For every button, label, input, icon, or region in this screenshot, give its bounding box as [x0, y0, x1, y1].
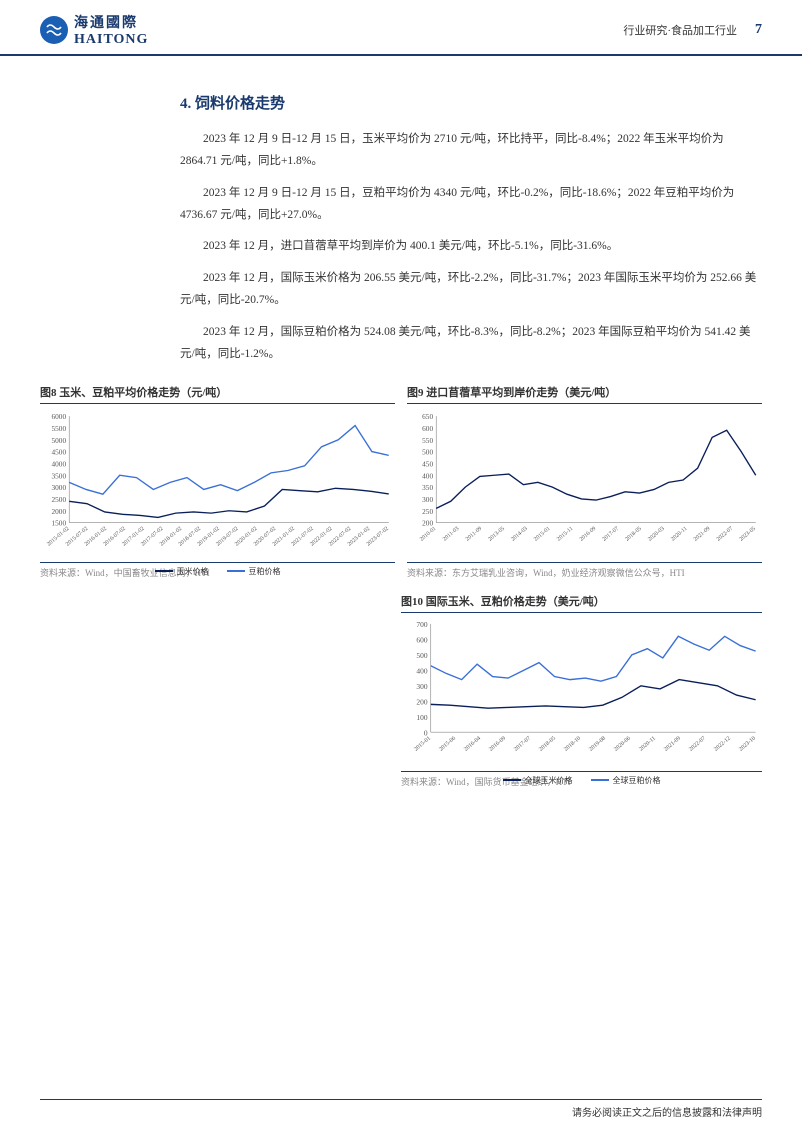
svg-text:2010-01: 2010-01	[419, 525, 438, 542]
svg-text:2022-12: 2022-12	[713, 735, 732, 752]
svg-text:2500: 2500	[52, 495, 67, 504]
svg-text:2015-01: 2015-01	[533, 525, 552, 542]
chart-10: 图10 国际玉米、豆粕价格走势（美元/吨） 010020030040050060…	[401, 593, 762, 788]
logo-area: 海通國際 HAITONG	[40, 12, 148, 48]
paragraph: 2023 年 12 月，国际豆粕价格为 524.08 美元/吨，环比-8.3%，…	[180, 322, 762, 366]
chart-9-source: 资料来源：东方艾瑞乳业咨询，Wind，奶业经济观察微信公众号，HTI	[407, 562, 762, 579]
svg-text:2021-09: 2021-09	[693, 525, 712, 542]
svg-text:2017-07: 2017-07	[602, 525, 621, 542]
svg-text:500: 500	[422, 447, 433, 456]
content-area: 4. 饲料价格走势 2023 年 12 月 9 日-12 月 15 日，玉米平均…	[0, 56, 802, 366]
svg-text:100: 100	[416, 713, 427, 722]
charts-row-1: 图8 玉米、豆粕平均价格走势（元/吨） 1500 2000 2500 3000 3500…	[0, 376, 802, 579]
svg-text:2021-09: 2021-09	[663, 735, 682, 752]
svg-text:550: 550	[422, 435, 433, 444]
chart-9: 图9 进口苜蓿草平均到岸价走势（美元/吨） 200250300350400450…	[407, 384, 762, 579]
svg-text:2017-07: 2017-07	[513, 735, 532, 752]
svg-text:2020-06: 2020-06	[613, 735, 632, 752]
svg-text:2013-05: 2013-05	[487, 525, 506, 542]
svg-text:700: 700	[416, 620, 427, 629]
charts-row-2: 图10 国际玉米、豆粕价格走势（美元/吨） 010020030040050060…	[0, 579, 802, 788]
svg-text:600: 600	[416, 635, 427, 644]
svg-text:5500: 5500	[52, 424, 67, 433]
svg-text:2022-07: 2022-07	[688, 735, 707, 752]
chart-10-canvas: 01002003004005006007002015-012015-062016…	[401, 619, 762, 769]
svg-text:2011-09: 2011-09	[465, 525, 483, 542]
svg-text:450: 450	[422, 459, 433, 468]
svg-text:2016-04: 2016-04	[463, 735, 482, 752]
section-title: 4. 饲料价格走势	[180, 92, 762, 113]
paragraph: 2023 年 12 月，国际玉米价格为 206.55 美元/吨，环比-2.2%，…	[180, 268, 762, 312]
header-right: 行业研究·食品加工行业 7	[623, 22, 762, 38]
svg-text:350: 350	[422, 483, 433, 492]
svg-text:300: 300	[416, 682, 427, 691]
page-number: 7	[755, 22, 762, 38]
paragraph: 2023 年 12 月 9 日-12 月 15 日，豆粕平均价为 4340 元/…	[180, 183, 762, 227]
chart-9-canvas: 2002503003504004505005506006502010-01201…	[407, 410, 762, 560]
svg-text:4000: 4000	[52, 459, 67, 468]
svg-text:2019-08: 2019-08	[588, 735, 607, 752]
svg-text:1500: 1500	[52, 518, 67, 527]
svg-text:2023-10: 2023-10	[738, 735, 757, 752]
svg-text:2016-09: 2016-09	[488, 735, 507, 752]
logo-cn: 海通國際	[74, 12, 148, 32]
chart-8-title: 图8 玉米、豆粕平均价格走势（元/吨）	[40, 384, 395, 404]
spacer	[40, 593, 401, 788]
svg-text:3000: 3000	[52, 483, 67, 492]
svg-text:200: 200	[416, 697, 427, 706]
svg-text:400: 400	[416, 666, 427, 675]
paragraph: 2023 年 12 月，进口苜蓿草平均到岸价为 400.1 美元/吨，环比-5.…	[180, 236, 762, 258]
logo-en: HAITONG	[74, 32, 148, 48]
svg-text:2000: 2000	[52, 506, 67, 515]
chart-9-title: 图9 进口苜蓿草平均到岸价走势（美元/吨）	[407, 384, 762, 404]
svg-text:2018-05: 2018-05	[624, 525, 643, 542]
svg-text:3500: 3500	[52, 471, 67, 480]
haitong-logo-icon	[40, 16, 68, 44]
svg-text:2020-11: 2020-11	[670, 525, 688, 542]
svg-text:600: 600	[422, 424, 433, 433]
header-meta: 行业研究·食品加工行业	[623, 22, 737, 38]
svg-text:4500: 4500	[52, 447, 67, 456]
svg-text:2014-03: 2014-03	[510, 525, 529, 542]
svg-text:2018-05: 2018-05	[538, 735, 557, 752]
svg-text:2015-06: 2015-06	[438, 735, 457, 752]
svg-text:6000: 6000	[52, 412, 67, 421]
footer-disclaimer: 请务必阅读正文之后的信息披露和法律声明	[40, 1099, 762, 1119]
svg-text:2011-03: 2011-03	[442, 525, 460, 542]
svg-text:2020-03: 2020-03	[647, 525, 666, 542]
svg-text:2018-10: 2018-10	[563, 735, 582, 752]
svg-text:2020-11: 2020-11	[638, 735, 657, 752]
svg-text:2015-01: 2015-01	[413, 735, 432, 752]
svg-text:400: 400	[422, 471, 433, 480]
page-header: 海通國際 HAITONG 行业研究·食品加工行业 7	[0, 0, 802, 56]
svg-text:250: 250	[422, 506, 433, 515]
logo-text: 海通國際 HAITONG	[74, 12, 148, 48]
svg-text:2023-05: 2023-05	[739, 525, 758, 542]
svg-text:650: 650	[422, 412, 433, 421]
svg-text:2022-07: 2022-07	[716, 525, 735, 542]
svg-text:300: 300	[422, 495, 433, 504]
svg-text:500: 500	[416, 651, 427, 660]
svg-text:5000: 5000	[52, 435, 67, 444]
chart-8-canvas: 1500 2000 2500 3000 3500 4000 4500 5000 5500 6000…	[40, 410, 395, 560]
chart-8: 图8 玉米、豆粕平均价格走势（元/吨） 1500 2000 2500 3000 3500…	[40, 384, 395, 579]
paragraph: 2023 年 12 月 9 日-12 月 15 日，玉米平均价为 2710 元/…	[180, 129, 762, 173]
svg-text:2015-11: 2015-11	[556, 525, 574, 542]
chart-10-title: 图10 国际玉米、豆粕价格走势（美元/吨）	[401, 593, 762, 613]
svg-text:2016-09: 2016-09	[579, 525, 598, 542]
